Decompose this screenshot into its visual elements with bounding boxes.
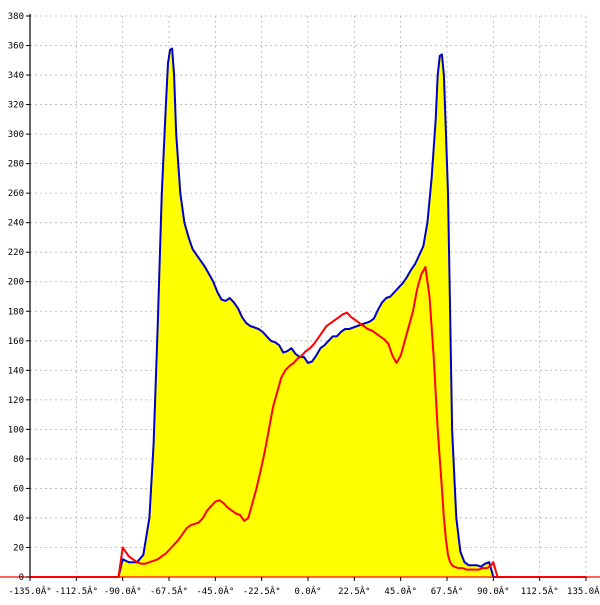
y-tick-label: 320 bbox=[8, 101, 24, 111]
series-lines-layer bbox=[30, 47, 586, 578]
y-tick-label: 220 bbox=[8, 248, 24, 258]
y-tick-label: 140 bbox=[8, 366, 24, 376]
y-tick-label: 260 bbox=[8, 189, 24, 199]
x-tick-label: 0.0Â° bbox=[294, 585, 321, 597]
x-tick-label: -45.0Â° bbox=[196, 585, 234, 597]
x-tick-label: 22.5Â° bbox=[338, 585, 371, 597]
series-0-line bbox=[30, 47, 586, 578]
y-tick-label: 40 bbox=[13, 514, 24, 524]
x-tick-label: 112.5Â° bbox=[521, 585, 559, 597]
x-tick-label: -22.5Â° bbox=[243, 585, 281, 597]
x-tick-label: -90.0Â° bbox=[104, 585, 142, 597]
y-tick-label: 160 bbox=[8, 337, 24, 347]
x-tick-label: -67.5Â° bbox=[150, 585, 188, 597]
tick-labels: 0 20 40 60 80 100 120 140 160 180 200 220 240 260 280 3… bbox=[8, 12, 600, 597]
y-tick-label: 360 bbox=[8, 42, 24, 52]
x-tick-label: 67.5Â° bbox=[431, 585, 464, 597]
x-tick-label: 90.0Â° bbox=[477, 585, 510, 597]
x-tick-label: -135.0Â° bbox=[8, 585, 51, 597]
axes bbox=[0, 14, 600, 581]
y-tick-label: 120 bbox=[8, 396, 24, 406]
y-tick-label: 280 bbox=[8, 160, 24, 170]
y-tick-label: 100 bbox=[8, 425, 24, 435]
y-tick-label: 80 bbox=[13, 455, 24, 465]
y-tick-label: 240 bbox=[8, 219, 24, 229]
x-tick-label: 135.0Â° bbox=[567, 585, 600, 597]
y-tick-label: 180 bbox=[8, 307, 24, 317]
x-tick-label: -112.5Â° bbox=[55, 585, 98, 597]
y-tick-label: 20 bbox=[13, 543, 24, 553]
y-tick-label: 60 bbox=[13, 484, 24, 494]
y-tick-label: 340 bbox=[8, 71, 24, 81]
y-tick-label: 380 bbox=[8, 12, 24, 22]
y-tick-label: 0 bbox=[19, 573, 24, 583]
x-tick-label: 45.0Â° bbox=[384, 585, 417, 597]
series-1-line bbox=[30, 266, 586, 578]
y-tick-label: 200 bbox=[8, 278, 24, 288]
y-tick-label: 300 bbox=[8, 130, 24, 140]
